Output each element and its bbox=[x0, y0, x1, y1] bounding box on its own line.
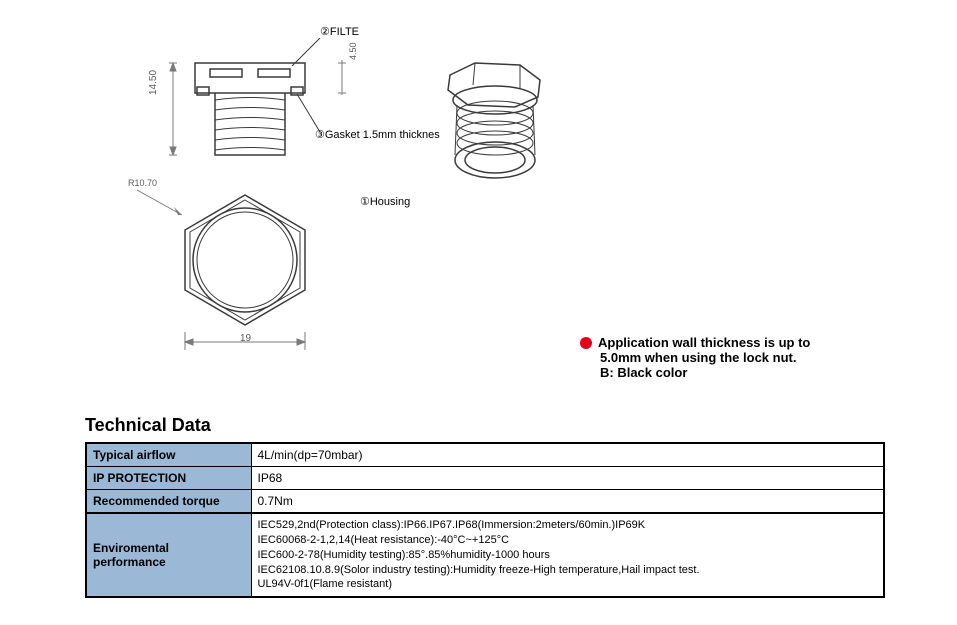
dim-radius-label: R10.70 bbox=[128, 178, 157, 188]
cell-value: 0.7Nm bbox=[251, 490, 884, 514]
cell-label: Enviromental performance bbox=[86, 513, 251, 597]
dim-small-label: 4.50 bbox=[348, 42, 358, 60]
cell-value: IP68 bbox=[251, 467, 884, 490]
env-line: IEC529,2nd(Protection class):IP66.IP67.I… bbox=[258, 518, 878, 533]
callout-filter-line bbox=[290, 38, 330, 68]
drawing-3d-view bbox=[420, 55, 570, 205]
env-line: IEC600-2-78(Humidity testing):85°.85%hum… bbox=[258, 548, 878, 563]
table-row: Typical airflow 4L/min(dp=70mbar) bbox=[86, 443, 884, 467]
table-row: Recommended torque 0.7Nm bbox=[86, 490, 884, 514]
cell-label: Recommended torque bbox=[86, 490, 251, 514]
application-note: Application wall thickness is up to 5.0m… bbox=[580, 335, 810, 380]
callout-gasket-line bbox=[295, 92, 325, 134]
env-line: IEC60068-2-1,2,14(Heat resistance):-40°C… bbox=[258, 533, 878, 548]
dim-vertical-label: 14.50 bbox=[148, 70, 159, 95]
note-line1: Application wall thickness is up to bbox=[598, 335, 810, 350]
cell-label: Typical airflow bbox=[86, 443, 251, 467]
bullet-icon bbox=[580, 337, 592, 349]
callout-gasket: ③Gasket 1.5mm thicknes bbox=[315, 128, 440, 141]
technical-data-table: Typical airflow 4L/min(dp=70mbar) IP PRO… bbox=[85, 442, 885, 598]
env-line: UL94V-0f1(Flame resistant) bbox=[258, 577, 878, 592]
technical-drawing: 14.50 4.50 bbox=[0, 0, 957, 360]
env-line: IEC62108.10.8.9(Solor industry testing):… bbox=[258, 563, 878, 578]
cell-value-env: IEC529,2nd(Protection class):IP66.IP67.I… bbox=[251, 513, 884, 597]
technical-data-section: Technical Data Typical airflow 4L/min(dp… bbox=[85, 415, 885, 598]
cell-value: 4L/min(dp=70mbar) bbox=[251, 443, 884, 467]
note-line3: B: Black color bbox=[600, 365, 810, 380]
table-row: IP PROTECTION IP68 bbox=[86, 467, 884, 490]
callout-filter: ②FILTE bbox=[320, 25, 359, 38]
note-line2: 5.0mm when using the lock nut. bbox=[600, 350, 810, 365]
env-lines: IEC529,2nd(Protection class):IP66.IP67.I… bbox=[258, 518, 878, 592]
technical-data-heading: Technical Data bbox=[85, 415, 885, 436]
table-row: Enviromental performance IEC529,2nd(Prot… bbox=[86, 513, 884, 597]
dim-vertical-line bbox=[155, 55, 185, 175]
callout-housing: ①Housing bbox=[360, 195, 410, 208]
dim-width-label: 19 bbox=[240, 333, 251, 344]
cell-label: IP PROTECTION bbox=[86, 467, 251, 490]
